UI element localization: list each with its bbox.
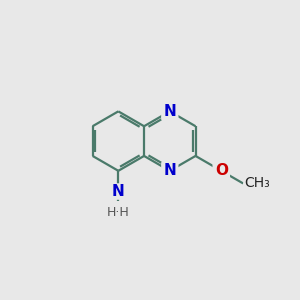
Text: N: N [112, 184, 125, 199]
Text: N: N [164, 163, 176, 178]
Text: H·H: H·H [107, 206, 130, 219]
Text: O: O [215, 163, 228, 178]
Text: CH₃: CH₃ [244, 176, 270, 190]
Text: N: N [164, 104, 176, 119]
